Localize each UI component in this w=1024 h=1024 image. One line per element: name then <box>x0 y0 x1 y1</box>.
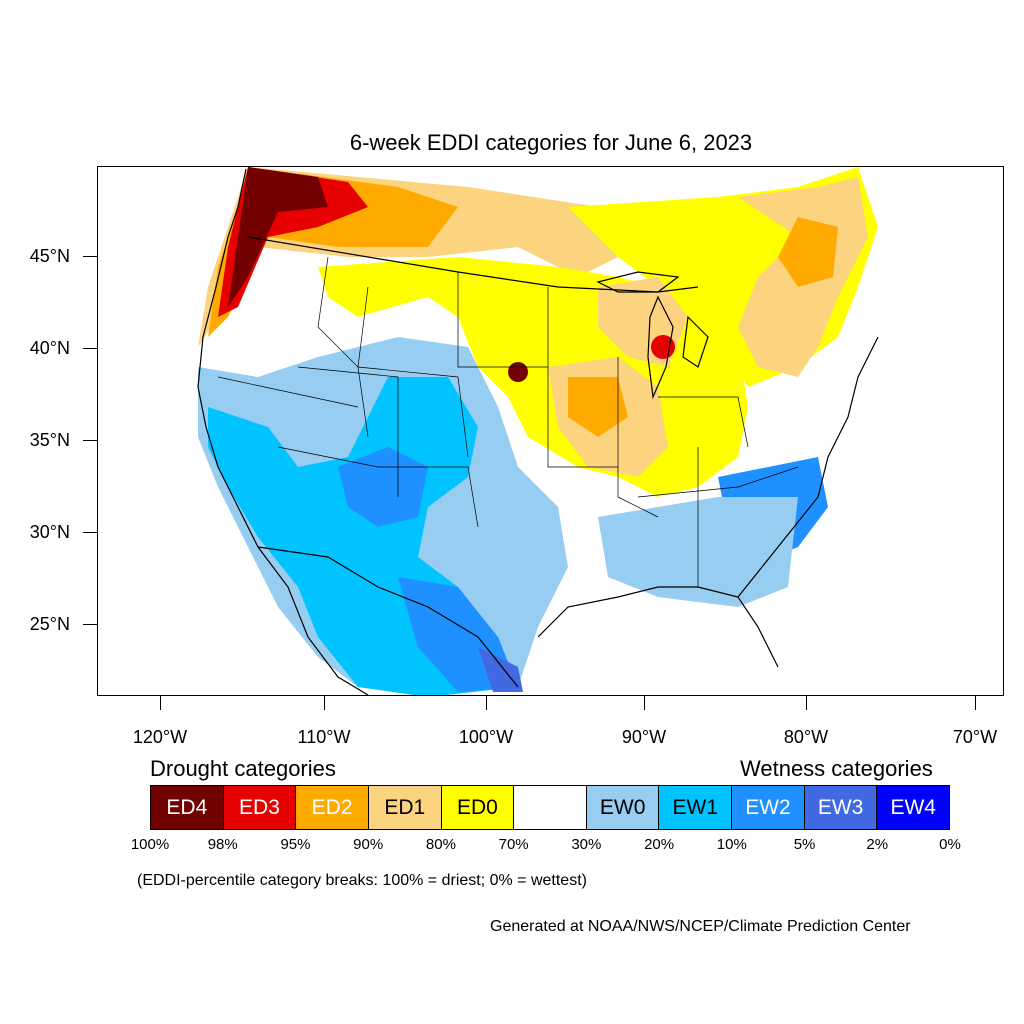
drought-heading: Drought categories <box>150 756 336 781</box>
border-north <box>247 236 699 293</box>
lon-label: 110°W <box>297 727 351 747</box>
lon-tick <box>975 696 976 710</box>
lat-tick <box>83 532 97 533</box>
legend-break-label: 98% <box>207 836 238 853</box>
legend-box-neutral <box>514 786 587 829</box>
legend-box-ed0: ED0 <box>441 786 515 829</box>
state-line-1 <box>317 256 369 438</box>
legend-break-label: 95% <box>280 836 311 853</box>
legend-box-ew0: EW0 <box>586 786 660 829</box>
legend-break-label: 20% <box>644 836 675 853</box>
lake-superior <box>596 271 680 293</box>
lon-label: 70°W <box>952 727 998 747</box>
legend-break-label: 100% <box>130 836 170 853</box>
lon-label: 90°W <box>621 727 667 747</box>
lake-huron <box>682 315 709 368</box>
region-ed2-iowa <box>568 377 628 437</box>
region-ed4-northwest <box>228 167 328 307</box>
lon-tick <box>324 696 325 710</box>
legend-box-ed4: ED4 <box>151 786 224 829</box>
legend-box-ew1: EW1 <box>659 786 733 829</box>
category-note: (EDDI-percentile category breaks: 100% =… <box>137 872 587 889</box>
coastline-west <box>197 168 369 695</box>
legend-box-ew4: EW4 <box>877 786 950 829</box>
coastline-gulf <box>537 586 779 668</box>
border-mexico <box>257 546 519 688</box>
legend-box-ew2: EW2 <box>732 786 805 829</box>
lat-label: 40°N <box>29 338 70 358</box>
legend-break-label: 30% <box>571 836 602 853</box>
state-line-2 <box>357 286 469 458</box>
lon-tick <box>644 696 645 710</box>
region-ed2-maine <box>778 217 838 287</box>
lat-label: 45°N <box>29 246 70 266</box>
legend-box-ed3: ED3 <box>223 786 297 829</box>
lon-label: 100°W <box>458 727 514 747</box>
state-line-3 <box>457 272 548 368</box>
lon-label: 120°W <box>132 727 188 747</box>
map-title: 6-week EDDI categories for June 6, 2023 <box>349 130 753 155</box>
map-frame <box>97 166 1004 696</box>
state-line-5 <box>297 366 399 497</box>
coastline-east <box>737 336 879 598</box>
state-line-7 <box>277 446 479 528</box>
legend-break-label: 80% <box>425 836 456 853</box>
eddi-map <box>98 167 1003 695</box>
state-line-11 <box>637 466 799 498</box>
legend-box-ew3: EW3 <box>804 786 878 829</box>
legend-break-label: 5% <box>793 836 816 853</box>
lat-tick <box>83 348 97 349</box>
legend-bar: ED4 ED3 ED2 ED1 ED0 EW0 EW1 EW2 EW3 EW4 <box>150 785 950 830</box>
lon-label: 80°W <box>783 727 829 747</box>
legend-box-ed2: ED2 <box>296 786 369 829</box>
lake-michigan <box>647 295 674 400</box>
lat-label: 25°N <box>29 614 70 634</box>
lat-label: 35°N <box>29 430 70 450</box>
legend-break-label: 2% <box>866 836 889 853</box>
legend-break-label: 0% <box>939 836 961 853</box>
lat-tick <box>83 624 97 625</box>
state-line-6 <box>217 376 359 408</box>
region-ew3-texas <box>478 647 523 692</box>
wetness-heading: Wetness categories <box>740 756 933 781</box>
legend-break-label: 90% <box>353 836 384 853</box>
lon-tick <box>160 696 161 710</box>
credit-line: Generated at NOAA/NWS/NCEP/Climate Predi… <box>490 918 911 935</box>
state-line-4 <box>547 287 618 468</box>
state-line-8 <box>617 357 659 518</box>
legend-break-label: 70% <box>498 836 529 853</box>
lat-label: 30°N <box>29 522 70 542</box>
lon-tick <box>486 696 487 710</box>
lat-tick <box>83 256 97 257</box>
legend-box-ed1: ED1 <box>368 786 442 829</box>
lon-tick <box>806 696 807 710</box>
region-ed4-nebraska <box>508 362 528 382</box>
lat-tick <box>83 440 97 441</box>
state-line-9 <box>658 396 749 448</box>
legend-break-label: 10% <box>716 836 747 853</box>
